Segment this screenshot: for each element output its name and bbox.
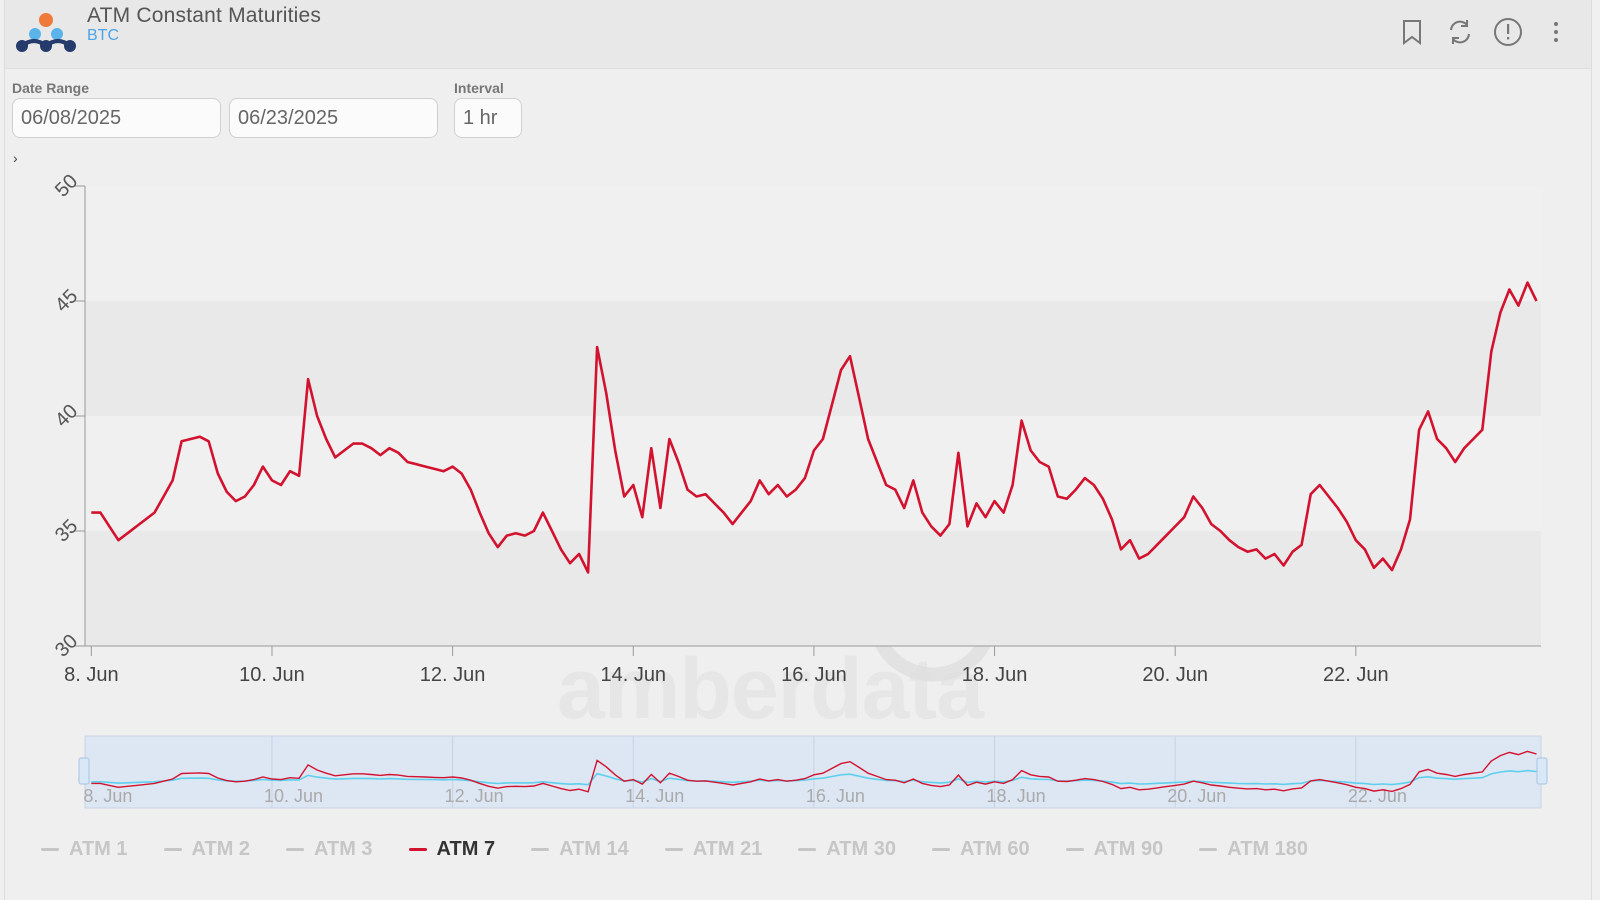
legend-label: ATM 21 [692, 838, 763, 860]
x-tick-label: 16. Jun [781, 664, 847, 686]
legend-item-atm-21[interactable]: ATM 21 [664, 838, 763, 861]
legend-item-atm-7[interactable]: ATM 7 [408, 838, 496, 861]
x-tick-label: 10. Jun [239, 664, 305, 686]
legend-swatch [664, 848, 683, 851]
x-tick-label: 22. Jun [1323, 664, 1389, 686]
y-axis-ticks: 30 35 40 45 50 [51, 170, 85, 662]
legend-item-atm-3[interactable]: ATM 3 [286, 838, 373, 861]
navigator-handle-right[interactable] [1536, 757, 1548, 785]
legend-swatch [408, 848, 427, 851]
y-tick-label: 40 [51, 400, 82, 431]
date-start-input[interactable] [12, 98, 221, 138]
widget-subtitle: BTC [87, 27, 119, 44]
grid-band [85, 186, 1541, 301]
legend-label: ATM 180 [1227, 838, 1309, 860]
chart-widget: ATM Constant Maturities BTC [4, 0, 1592, 900]
navigator-tick-label: 12. Jun [445, 786, 504, 806]
watermark-text: amberdata [557, 641, 984, 737]
legend-label: ATM 90 [1093, 838, 1164, 860]
navigator-tick-label: 16. Jun [806, 786, 865, 806]
x-axis-ticks: 8. Jun 10. Jun 12. Jun 14. Jun 16. Jun 18. Ju… [64, 646, 1389, 686]
widget-header: ATM Constant Maturities BTC [5, 0, 1591, 69]
x-tick-label: 14. Jun [600, 664, 666, 686]
legend-label: ATM 3 [314, 838, 373, 860]
info-icon[interactable] [1493, 16, 1523, 48]
grid-band [85, 301, 1541, 416]
legend-item-atm-14[interactable]: ATM 14 [531, 838, 629, 861]
y-tick-label: 35 [51, 515, 82, 546]
legend-item-atm-180[interactable]: ATM 180 [1199, 838, 1308, 861]
navigator-line-secondary [91, 769, 1537, 786]
bookmark-icon[interactable] [1397, 16, 1427, 48]
navigator-tick-label: 20. Jun [1167, 786, 1226, 806]
legend-label: ATM 7 [436, 838, 496, 860]
y-tick-label: 30 [51, 630, 82, 661]
legend-label: ATM 1 [69, 838, 128, 860]
navigator-window [84, 735, 1542, 809]
navigator-tick-label: 8. Jun [83, 786, 132, 806]
series-line-atm-7 [91, 281, 1538, 574]
grid-band [85, 531, 1541, 646]
date-end-input[interactable] [229, 98, 438, 138]
grid-bands [85, 186, 1541, 646]
grid-band [85, 416, 1541, 531]
navigator-tick-label: 18. Jun [987, 786, 1046, 806]
widget-title: ATM Constant Maturities [87, 4, 322, 27]
interval-select[interactable] [454, 98, 522, 138]
legend-swatch [1065, 848, 1084, 851]
date-range-label: Date Range [12, 80, 90, 96]
navigator-tick-label: 14. Jun [625, 786, 684, 806]
legend-swatch [1199, 848, 1218, 851]
x-tick-label: 18. Jun [962, 664, 1028, 686]
legend: ATM 1 ATM 2 ATM 3 ATM 7 ATM 14 ATM 21 ATM 30 AT… [41, 838, 1344, 861]
legend-item-atm-60[interactable]: ATM 60 [931, 838, 1030, 861]
legend-label: ATM 2 [191, 838, 251, 860]
y-tick-label: 50 [51, 170, 82, 201]
amberdata-logo [16, 13, 76, 52]
legend-item-atm-2[interactable]: ATM 2 [163, 838, 251, 861]
legend-label: ATM 60 [959, 838, 1030, 860]
legend-label: ATM 30 [826, 838, 896, 860]
x-tick-label: 20. Jun [1142, 664, 1208, 686]
refresh-icon[interactable] [1445, 16, 1475, 48]
legend-swatch [798, 848, 817, 851]
legend-swatch [531, 848, 550, 851]
series-layer [91, 281, 1538, 574]
navigator-line-atm-7 [91, 750, 1537, 793]
legend-swatch [286, 848, 305, 851]
navigator-tick-label: 10. Jun [264, 786, 323, 806]
x-tick-label: 12. Jun [420, 664, 486, 686]
expand-toggle[interactable]: › [13, 150, 18, 166]
interval-label: Interval [454, 80, 504, 96]
x-tick-label: 8. Jun [64, 664, 118, 686]
navigator-handle-left[interactable] [78, 757, 90, 785]
legend-item-atm-90[interactable]: ATM 90 [1065, 838, 1164, 861]
y-tick-label: 45 [51, 285, 82, 316]
legend-swatch [41, 848, 59, 851]
legend-label: ATM 14 [559, 838, 629, 860]
navigator: 8. Jun 10. Jun 12. Jun 14. Jun 16. Jun 18. Ju… [78, 735, 1548, 809]
more-icon[interactable] [1541, 16, 1571, 48]
legend-item-atm-30[interactable]: ATM 30 [798, 838, 896, 861]
line-chart: 30 35 40 45 50 8. Jun 10. Jun 12. Jun 14. Jun 16… [51, 170, 1548, 809]
legend-swatch [931, 848, 950, 851]
legend-swatch [163, 848, 182, 851]
legend-item-atm-1[interactable]: ATM 1 [41, 838, 128, 861]
